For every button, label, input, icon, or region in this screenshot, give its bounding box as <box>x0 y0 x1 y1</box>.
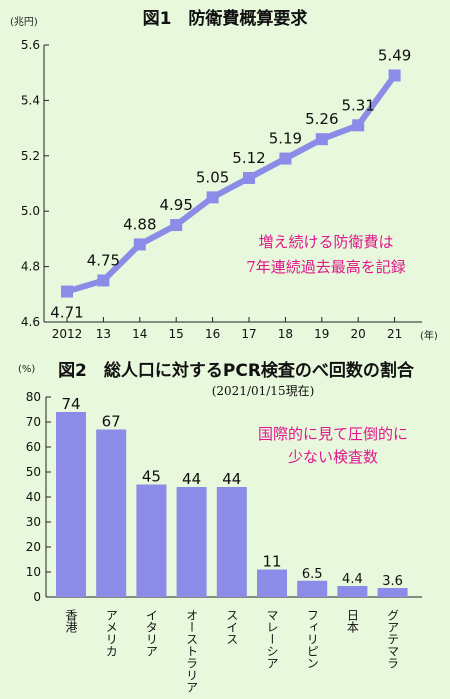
category-label: イタリア <box>144 609 158 657</box>
line-chart: 4.6 4.8 5.0 5.2 5.4 5.6 2012 13 14 15 16 17 18 19 20 21… <box>21 38 422 341</box>
data-point <box>61 285 73 298</box>
bar-value-label: 44 <box>182 470 201 488</box>
bar <box>337 586 368 597</box>
y-tick-label: 5.2 <box>21 149 40 163</box>
category-label: マレーシア <box>265 609 279 669</box>
y-tick-label: 4.8 <box>21 260 40 274</box>
x-tick-label: 20 <box>351 327 366 341</box>
bar-chart: 0 10 20 30 40 50 60 70 80 74 香港 67 アメリカ 45 イタリア 44 オーストラ… <box>26 390 422 693</box>
y-tick-label: 60 <box>26 440 41 454</box>
x-tick-label: 13 <box>96 327 111 341</box>
data-point <box>315 133 328 146</box>
data-label: 5.19 <box>269 130 302 148</box>
bar-value-label: 45 <box>142 468 161 486</box>
y-tick-label: 70 <box>26 415 41 429</box>
y-tick-label: 10 <box>26 565 41 579</box>
data-point <box>388 69 401 82</box>
chart1-x-unit: (年) <box>420 329 438 342</box>
data-label: 5.12 <box>232 149 265 167</box>
category-label: オーストラリア <box>185 609 199 693</box>
y-tick-label: 40 <box>26 490 41 504</box>
bar <box>136 484 167 597</box>
bar <box>56 412 86 597</box>
y-tick-label: 20 <box>26 540 41 554</box>
data-label: 5.49 <box>378 46 411 64</box>
chart2-title: 図2 総人口に対するPCR検査のべ回数の割合 <box>58 360 415 381</box>
bar <box>257 569 287 597</box>
bar-value-label: 67 <box>102 413 121 431</box>
data-label: 5.26 <box>305 110 338 128</box>
x-tick-label: 17 <box>241 327 256 341</box>
bar-value-label: 11 <box>262 553 281 571</box>
data-point <box>133 238 146 251</box>
x-tick-label: 16 <box>205 327 220 341</box>
chart1-annotation-line2: 7年連続過去最高を記録 <box>246 258 406 276</box>
x-tick-label: 21 <box>387 327 402 341</box>
bar <box>297 580 328 597</box>
bar <box>176 487 207 597</box>
chart2-annotation-line1: 国際的に見て圧倒的に <box>258 425 408 443</box>
chart2-y-unit: (%) <box>18 364 35 375</box>
data-label: 4.88 <box>123 215 156 233</box>
category-label: フィリピン <box>305 609 319 669</box>
y-tick-label: 5.4 <box>21 93 40 107</box>
bar-value-label: 44 <box>222 470 241 488</box>
category-label: 日本 <box>345 609 359 634</box>
data-point <box>243 171 255 184</box>
data-point <box>352 119 365 132</box>
bar <box>216 487 247 597</box>
category-label: スイス <box>225 609 239 645</box>
bar-value-label: 6.5 <box>302 567 323 582</box>
data-point <box>279 152 292 165</box>
bar <box>96 429 127 597</box>
data-point <box>206 191 219 204</box>
data-label: 4.95 <box>159 196 192 214</box>
x-tick-label: 18 <box>278 327 293 341</box>
bar-value-label: 74 <box>61 395 80 413</box>
y-tick-label: 5.0 <box>21 204 40 218</box>
chart1-annotation-line1: 増え続ける防衛費は <box>258 233 393 251</box>
data-label: 5.05 <box>196 168 229 186</box>
data-label: 5.31 <box>341 96 374 114</box>
x-tick-label: 2012 <box>52 327 83 341</box>
chart1-y-unit: (兆円) <box>10 16 38 28</box>
y-tick-label: 80 <box>26 390 41 404</box>
y-tick-label: 0 <box>33 590 41 604</box>
data-label: 4.75 <box>87 251 120 269</box>
x-tick-label: 19 <box>314 327 329 341</box>
y-tick-label: 4.6 <box>21 315 40 329</box>
bar-value-label: 4.4 <box>342 572 363 587</box>
data-point <box>97 274 110 287</box>
category-label: グアテマラ <box>386 609 400 669</box>
chart2-subtitle: (2021/01/15現在) <box>212 384 315 398</box>
y-tick-label: 50 <box>26 465 41 479</box>
chart2-annotation-line2: 少ない検査数 <box>288 448 378 466</box>
x-tick-label: 14 <box>132 327 147 341</box>
category-label: 香港 <box>64 609 78 633</box>
category-label: アメリカ <box>104 609 118 657</box>
chart1-title: 図1 防衛費概算要求 <box>143 8 308 29</box>
data-label: 4.71 <box>50 304 83 322</box>
bar-value-label: 3.6 <box>382 574 403 589</box>
x-tick-label: 15 <box>169 327 184 341</box>
series-line <box>66 73 398 295</box>
y-tick-label: 5.6 <box>21 38 40 52</box>
data-point <box>170 219 183 232</box>
y-tick-label: 30 <box>26 515 41 529</box>
bar <box>377 588 408 597</box>
